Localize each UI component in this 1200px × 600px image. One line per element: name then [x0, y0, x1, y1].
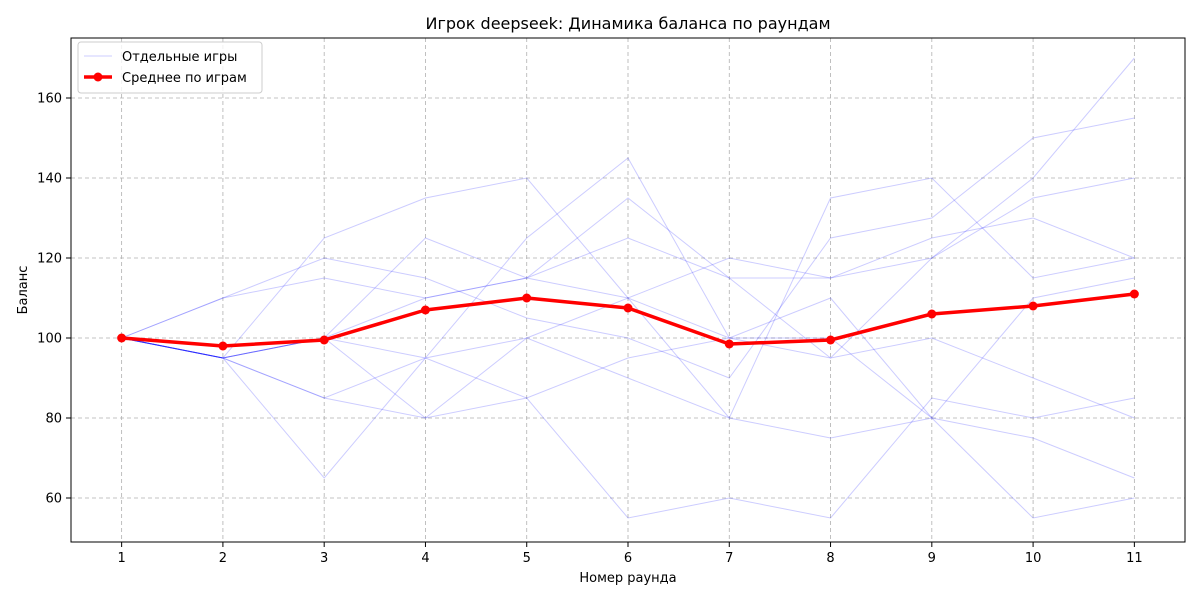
x-tick-label: 1 — [117, 551, 125, 566]
chart-title: Игрок deepseek: Динамика баланса по раун… — [425, 14, 830, 33]
mean-point — [724, 339, 734, 349]
legend-box — [77, 41, 263, 94]
legend-marker-mean — [93, 72, 103, 82]
mean-point — [927, 309, 937, 319]
x-tick-label: 11 — [1126, 551, 1143, 566]
x-tick-label: 5 — [523, 551, 531, 566]
x-tick-label: 10 — [1025, 551, 1042, 566]
y-tick-label: 80 — [45, 412, 62, 427]
x-tick-label: 4 — [421, 551, 429, 566]
x-tick-label: 9 — [928, 551, 936, 566]
y-tick-label: 160 — [37, 92, 62, 107]
y-tick-label: 100 — [37, 332, 62, 347]
mean-point — [623, 303, 633, 313]
mean-point — [826, 335, 836, 345]
y-tick-label: 140 — [37, 172, 62, 187]
y-tick-label: 120 — [37, 252, 62, 267]
x-axis-label: Номер раунда — [579, 571, 676, 586]
game-line-1 — [121, 117, 1135, 379]
x-tick-label: 3 — [320, 551, 328, 566]
mean-point — [218, 341, 228, 351]
game-line-8 — [121, 337, 1135, 519]
game-line-2 — [121, 177, 1135, 359]
x-tick-label: 8 — [826, 551, 834, 566]
game-line-4 — [121, 177, 1135, 439]
mean-point — [1129, 289, 1139, 299]
mean-series — [117, 289, 1139, 351]
mean-point — [522, 293, 532, 303]
y-axis-label: Баланс — [16, 266, 31, 315]
x-axis-ticks: 1 2 3 4 5 6 7 8 9 10 11 — [117, 542, 1143, 566]
game-line-10 — [121, 297, 1135, 479]
x-tick-label: 6 — [624, 551, 632, 566]
x-tick-label: 2 — [219, 551, 227, 566]
y-axis-ticks: 60 80 100 120 140 160 — [37, 92, 71, 507]
legend-label-mean: Среднее по играм — [122, 71, 247, 86]
individual-games — [121, 57, 1135, 519]
grid — [71, 38, 1185, 542]
mean-point — [1028, 301, 1038, 311]
y-tick-label: 60 — [45, 492, 62, 507]
legend: Отдельные игры Среднее по играм — [77, 41, 263, 94]
mean-point — [319, 335, 329, 345]
game-line-6 — [121, 217, 1135, 359]
x-tick-label: 7 — [725, 551, 733, 566]
game-line-9 — [121, 337, 1135, 419]
mean-point — [117, 333, 127, 343]
legend-label-games: Отдельные игры — [122, 50, 237, 65]
mean-point — [420, 305, 430, 315]
game-line-7 — [121, 177, 1135, 479]
game-line-3 — [121, 157, 1135, 519]
game-line-5 — [121, 57, 1135, 359]
